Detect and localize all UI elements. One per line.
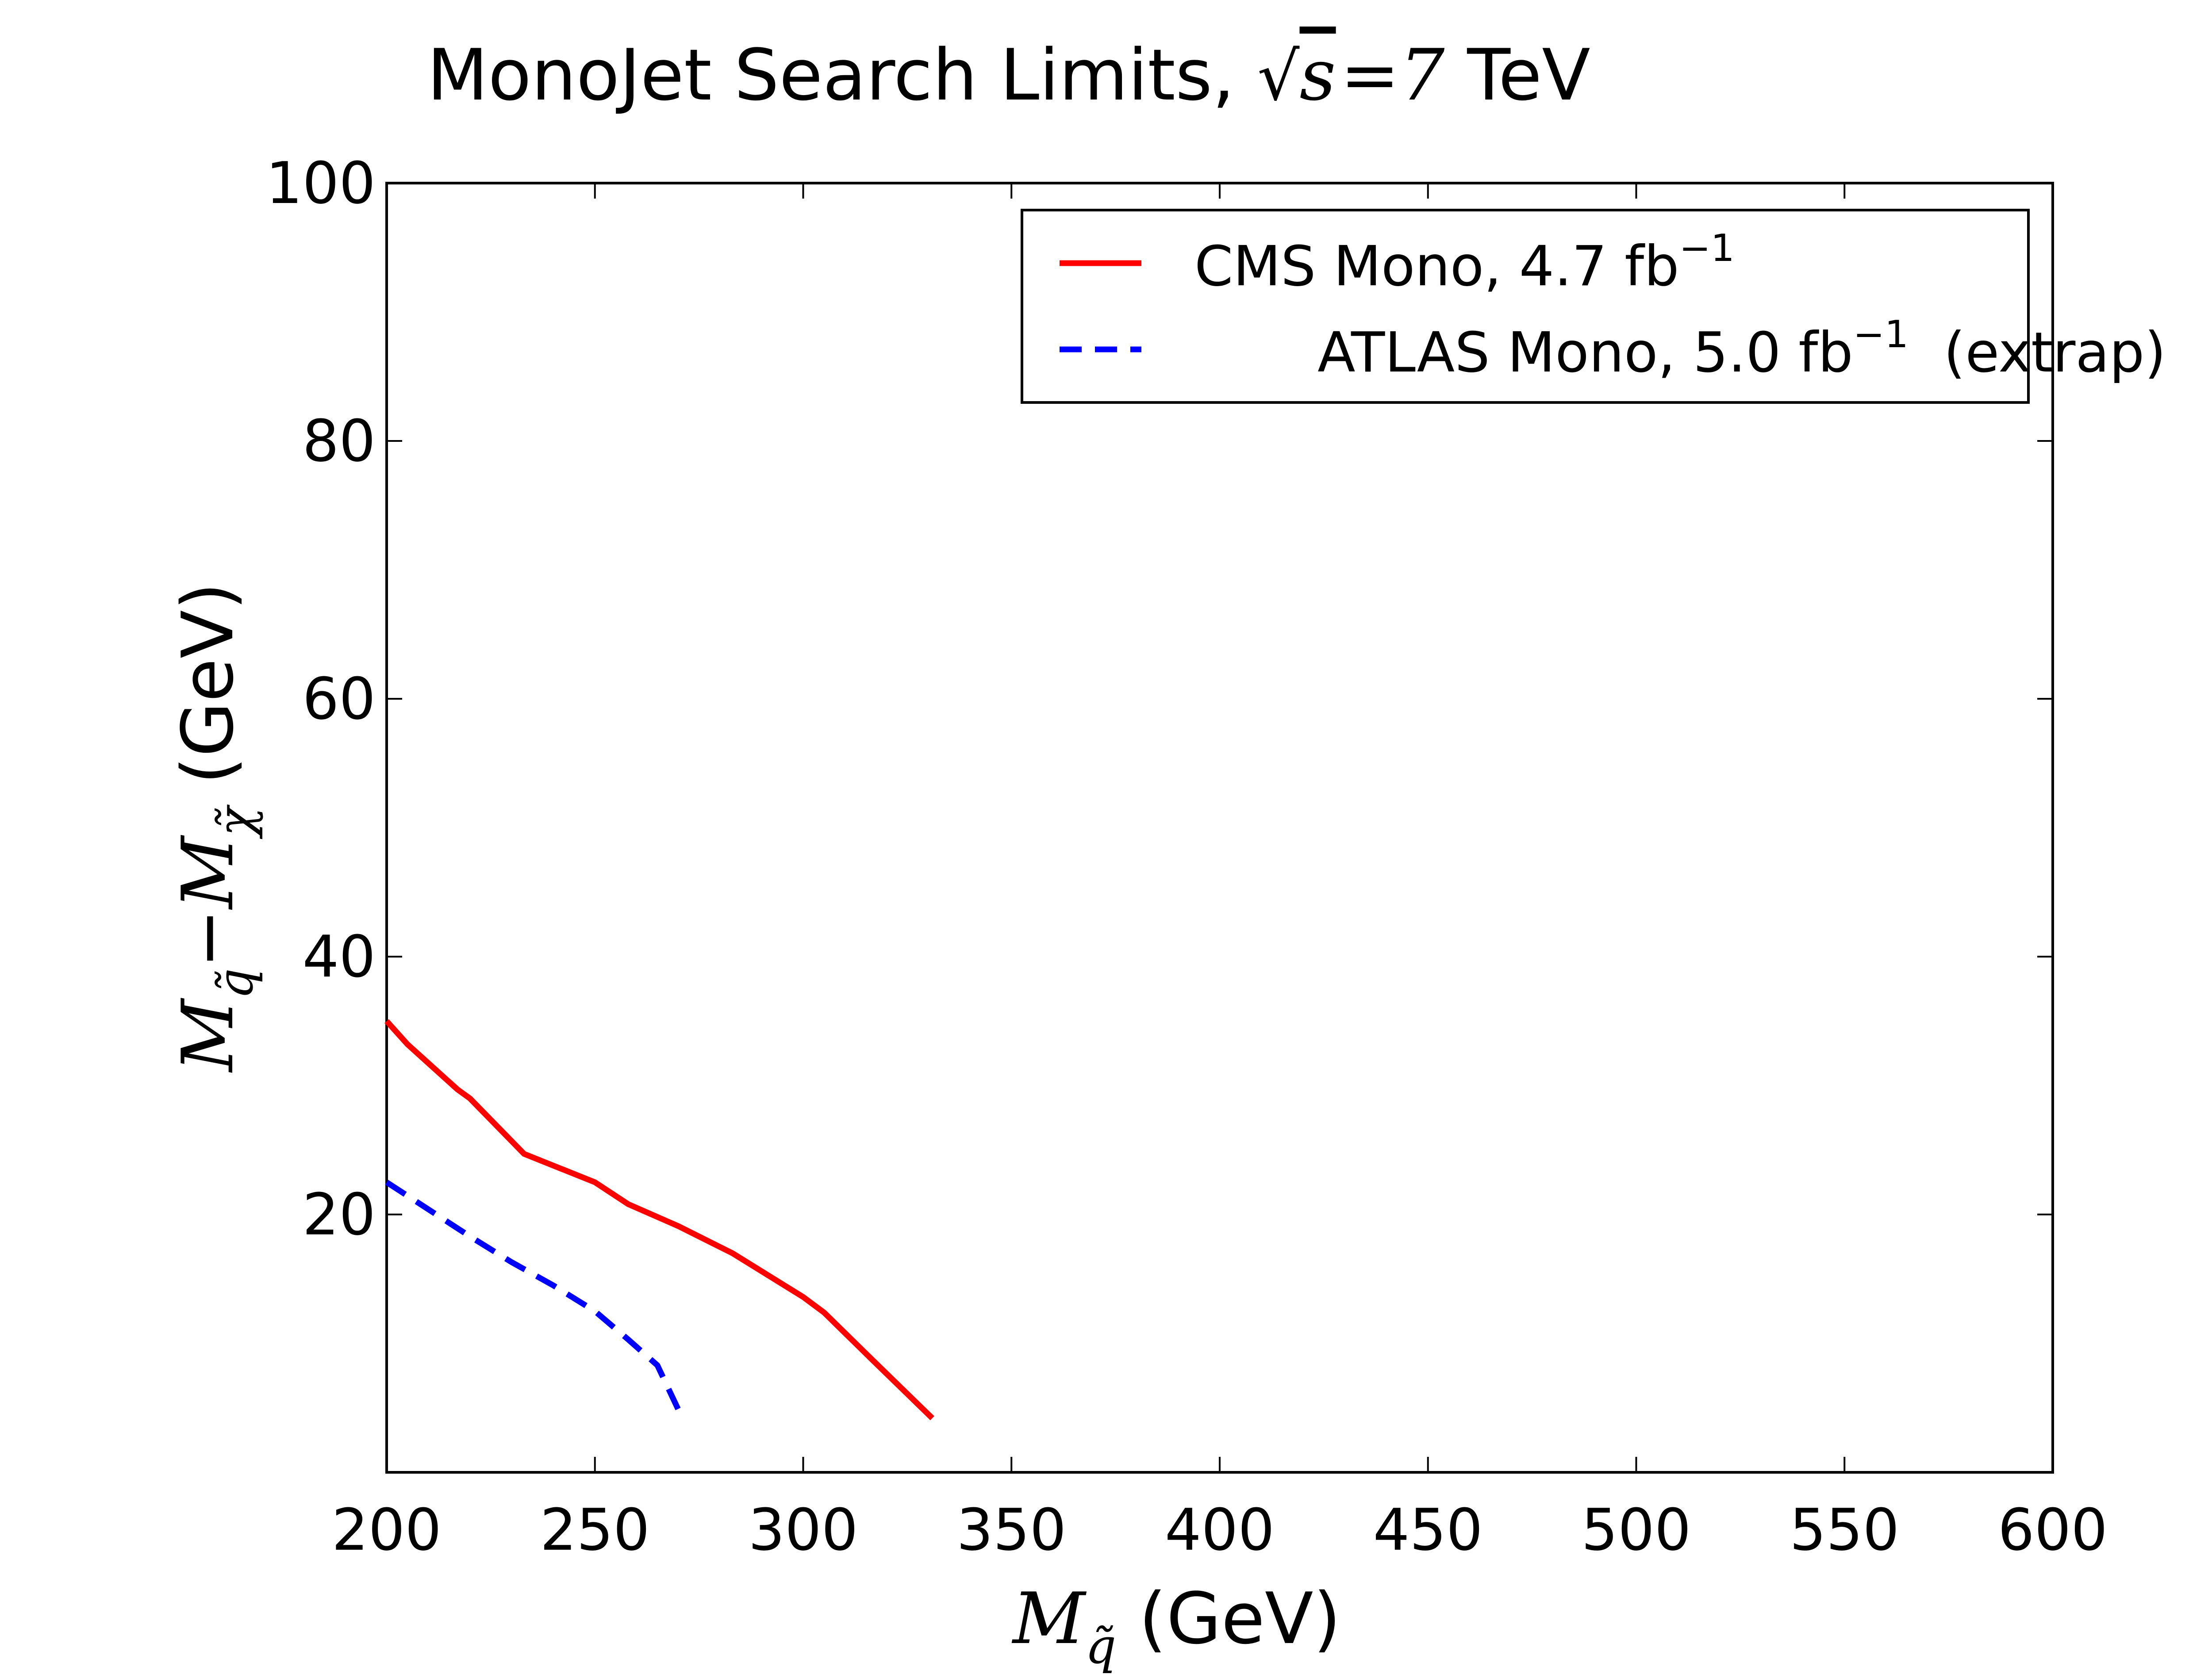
x-tick-label-250: 250 xyxy=(540,1496,650,1563)
x-tick-label-600: 600 xyxy=(1998,1496,2108,1563)
x-tick-label-300: 300 xyxy=(748,1496,858,1563)
y-label-subscript2: χ̃ xyxy=(207,804,264,839)
x-tick-label-400: 400 xyxy=(1165,1496,1275,1563)
title-sqrt-var: s xyxy=(1300,34,1336,116)
x-tick-label-500: 500 xyxy=(1581,1496,1691,1563)
y-label-symbol1: M xyxy=(166,997,249,1073)
x-tick-label-200: 200 xyxy=(332,1496,442,1563)
legend-box xyxy=(1021,209,2030,404)
y-label-minus: − xyxy=(166,909,249,968)
x-tick-label-350: 350 xyxy=(956,1496,1066,1563)
title-unit: TeV xyxy=(1444,34,1590,116)
x-tick-label-550: 550 xyxy=(1790,1496,1899,1563)
legend-label-atlas-name: ATLAS Mono, 5.0 fb xyxy=(1317,321,1853,385)
axis-ticks xyxy=(386,182,2054,1472)
chart-title: MonoJet Search Limits, √s=7 TeV xyxy=(427,34,1590,116)
legend-label-cms-sup: −1 xyxy=(1679,226,1735,270)
title-value: 7 xyxy=(1400,34,1445,116)
x-label-unit: (GeV) xyxy=(1116,1577,1341,1660)
x-axis-label: Mq̃ (GeV) xyxy=(1011,1577,1341,1674)
title-equals: = xyxy=(1340,34,1400,116)
y-tick-label-80: 80 xyxy=(303,407,376,475)
x-label-symbol: M xyxy=(1011,1577,1087,1660)
series-lines xyxy=(384,1019,934,1421)
y-label-unit: (GeV) xyxy=(166,582,249,807)
y-tick-label-20: 20 xyxy=(303,1181,376,1248)
y-label-subscript1: q̃ xyxy=(207,968,264,999)
series-line-atlas xyxy=(385,1180,685,1420)
axis-tick-labels: 200 250 300 350 400 450 500 550 600 20 40 60 80 100 xyxy=(266,149,2108,1563)
y-tick-label-100: 100 xyxy=(266,149,376,217)
title-prefix: MonoJet Search Limits, xyxy=(427,34,1257,116)
y-axis-label: Mq̃−Mχ̃ (GeV) xyxy=(166,582,264,1073)
y-tick-label-40: 40 xyxy=(303,923,376,990)
series-line-cms xyxy=(384,1019,934,1421)
legend-label-atlas: ATLAS Mono, 5.0 fb−1 (extrap) xyxy=(1194,313,2212,385)
legend-label-atlas-sup: −1 xyxy=(1853,313,1909,356)
legend-label-cms-name: CMS Mono, 4.7 fb xyxy=(1194,234,1679,299)
x-label-subscript: q̃ xyxy=(1085,1618,1116,1674)
legend-label-atlas-suffix: (extrap) xyxy=(1909,321,2166,385)
x-tick-label-450: 450 xyxy=(1373,1496,1483,1563)
legend: CMS Mono, 4.7 fb−1 ATLAS Mono, 5.0 fb−1 … xyxy=(1021,209,2212,404)
y-tick-label-60: 60 xyxy=(303,665,376,732)
legend-label-cms: CMS Mono, 4.7 fb−1 xyxy=(1194,226,1735,299)
y-label-symbol2: M xyxy=(166,835,249,910)
title-sqrt-sign: √ xyxy=(1257,38,1300,115)
